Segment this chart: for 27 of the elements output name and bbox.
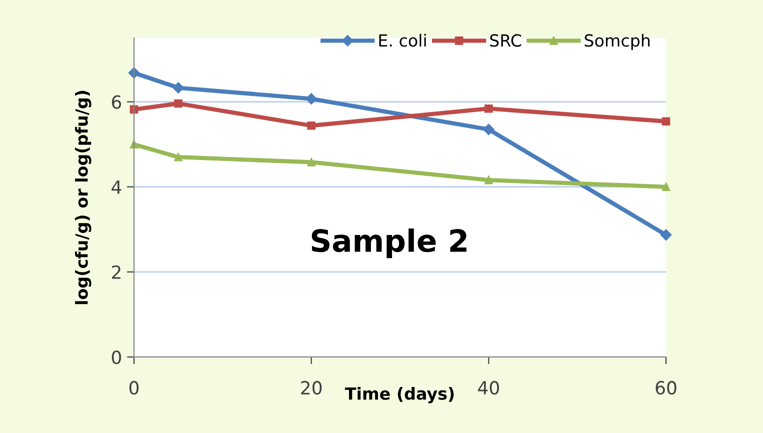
point bbox=[172, 82, 184, 94]
point bbox=[307, 121, 316, 130]
x-axis-title: Time (days) bbox=[344, 386, 454, 404]
x-tick-label: 0 bbox=[129, 380, 139, 395]
y-tick-label: 4 bbox=[112, 180, 122, 194]
legend-label: Somcph bbox=[584, 34, 650, 50]
x-tick-label: 20 bbox=[301, 380, 322, 395]
point bbox=[174, 99, 182, 108]
point bbox=[662, 182, 670, 192]
point bbox=[307, 158, 316, 166]
point bbox=[306, 93, 317, 104]
annotation: Sample 2 bbox=[312, 228, 466, 258]
point bbox=[128, 67, 140, 78]
legend-label: SRC bbox=[490, 34, 522, 47]
y-tick-label: 0 bbox=[112, 350, 121, 364]
point bbox=[484, 176, 493, 184]
x-tick-label: 40 bbox=[478, 380, 499, 395]
point bbox=[483, 124, 494, 136]
point bbox=[174, 152, 182, 162]
x-tick-label: 60 bbox=[656, 380, 676, 395]
point bbox=[660, 229, 672, 241]
point bbox=[662, 117, 670, 126]
y-tick-label: 2 bbox=[112, 265, 120, 279]
point bbox=[484, 104, 493, 113]
y-tick-label: 6 bbox=[112, 95, 122, 109]
legend-label: E. coli bbox=[379, 34, 426, 47]
y-axis-title: log(cfu/g) or log(pfu/g) bbox=[75, 90, 92, 304]
